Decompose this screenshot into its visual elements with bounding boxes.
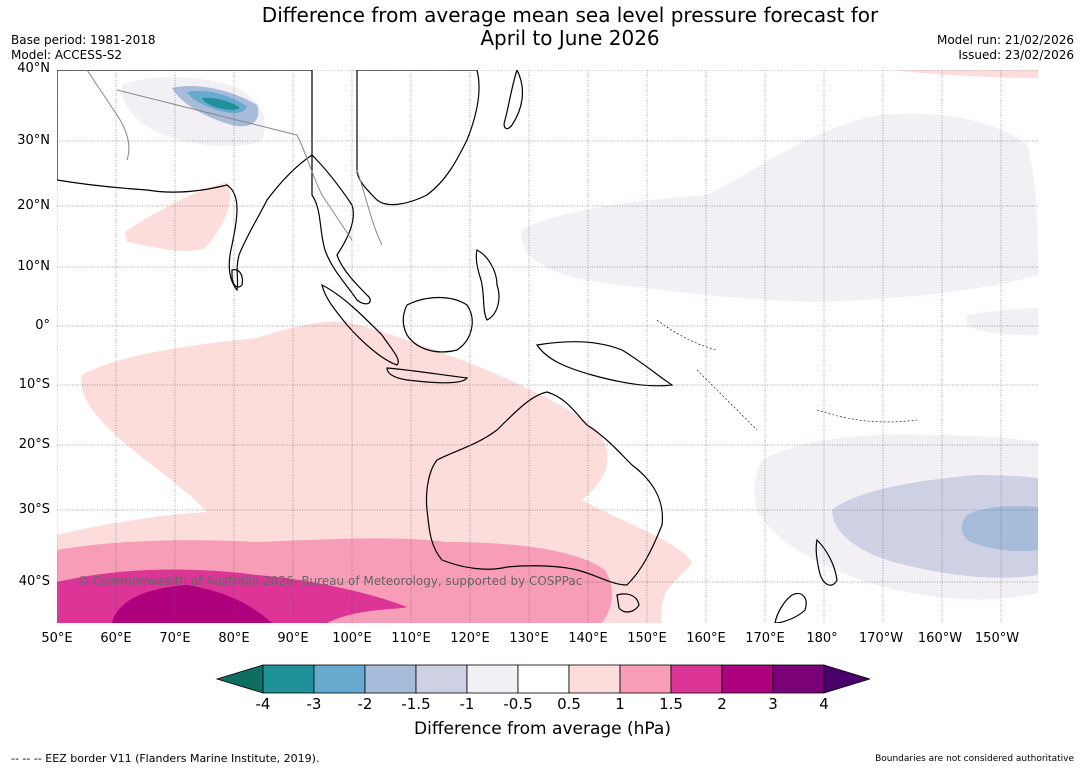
colorbar-cell <box>262 664 315 694</box>
colorbar-label: -4 <box>255 695 271 713</box>
sri-lanka-coast <box>231 269 244 288</box>
issued-date: Issued: 23/02/2026 <box>958 48 1074 62</box>
lon-label: 160°W <box>917 631 963 646</box>
graticule <box>57 70 1038 623</box>
borneo-coast <box>402 296 473 353</box>
colorbar-cell <box>415 664 468 694</box>
lon-label: 140°E <box>568 631 608 646</box>
lon-label: 90°E <box>277 631 309 646</box>
eez-borders <box>656 319 918 431</box>
se-asia-coast <box>311 153 371 305</box>
tasmania-coast <box>616 593 640 613</box>
coastlines <box>57 70 838 623</box>
model-run: Model run: 21/02/2026 <box>936 33 1074 47</box>
lat-label: 40°N <box>17 61 50 76</box>
lat-label: 20°S <box>18 437 50 452</box>
eez-footnote: -- -- -- EEZ border V11 (Flanders Marine… <box>11 752 320 765</box>
new-zealand-south-coast <box>774 592 807 623</box>
lon-label: 150°W <box>974 631 1020 646</box>
colorbar-label: 2 <box>717 695 727 713</box>
lat-label: 30°N <box>17 133 50 148</box>
lon-label: 50°E <box>41 631 73 646</box>
lat-label: 40°S <box>18 574 50 589</box>
colorbar-label: -2 <box>357 695 373 713</box>
lon-label: 60°E <box>100 631 132 646</box>
lon-label: 130°E <box>509 631 549 646</box>
new-guinea-coast <box>535 341 674 387</box>
colorbar-cell <box>466 664 519 694</box>
colorbar-cell <box>670 664 723 694</box>
copyright-notice: © Commonwealth of Australia 2026, Bureau… <box>77 574 582 588</box>
map-area[interactable]: © Commonwealth of Australia 2026, Bureau… <box>57 70 1038 623</box>
colorbar-label: -0.5 <box>503 695 533 713</box>
lon-label: 180° <box>806 631 838 646</box>
meta-left: Base period: 1981-2018 Model: ACCESS-S2 <box>11 33 156 63</box>
australia-coast <box>425 391 664 586</box>
anomaly-neg-0-5-east-pacific <box>967 308 1038 336</box>
colorbar-cell <box>619 664 672 694</box>
colorbar-label: 3 <box>768 695 778 713</box>
colorbar-title: Difference from average (hPa) <box>414 719 671 739</box>
anomaly-0-5-arabian-sea <box>125 182 231 251</box>
anomaly-0-5-north-pacific <box>892 70 1038 78</box>
title-line-2: April to June 2026 <box>480 26 660 50</box>
meta-right: Model run: 21/02/2026 Issued: 23/02/2026 <box>937 33 1074 63</box>
anomaly-neg-0-5-north-pacific <box>521 113 1038 302</box>
lon-label: 170°W <box>858 631 904 646</box>
map-title: Difference from average mean sea level p… <box>150 4 990 50</box>
china-coast <box>356 70 480 206</box>
sumatra-coast <box>321 283 399 366</box>
colorbar-cell <box>568 664 621 694</box>
lon-label: 110°E <box>391 631 431 646</box>
new-zealand-coast <box>815 538 838 586</box>
anomaly-neg-3-himalaya <box>202 97 240 110</box>
lat-label: 20°N <box>17 198 50 213</box>
lon-label: 100°E <box>332 631 372 646</box>
philippines-coast <box>475 249 500 321</box>
java-coast <box>386 367 469 384</box>
lon-label: 70°E <box>159 631 191 646</box>
colorbar-label: -1.5 <box>401 695 431 713</box>
anomaly-2-southern <box>112 585 272 623</box>
lat-label: 10°S <box>18 377 50 392</box>
colorbar-label: 0.5 <box>557 695 581 713</box>
colorbar-cell <box>772 664 825 694</box>
anomaly-neg-1-south-pacific <box>832 475 1038 578</box>
lat-label: 10°N <box>17 259 50 274</box>
lat-label: 30°S <box>18 502 50 517</box>
lon-label: 150°E <box>627 631 667 646</box>
japan-coast <box>503 70 524 130</box>
map-svg: © Commonwealth of Australia 2026, Bureau… <box>57 70 1038 623</box>
colorbar-label: -1 <box>459 695 475 713</box>
colorbar-cell <box>313 664 366 694</box>
colorbar-extend-low <box>215 664 264 694</box>
title-line-1: Difference from average mean sea level p… <box>261 3 879 27</box>
model-name: Model: ACCESS-S2 <box>11 48 123 62</box>
country-borders <box>86 70 383 246</box>
colorbar-label: 1.5 <box>659 695 683 713</box>
colorbar-label: 4 <box>819 695 829 713</box>
boundaries-disclaimer: Boundaries are not considered authoritat… <box>875 754 1074 764</box>
colorbar-cell <box>517 664 570 694</box>
india-coast <box>57 70 313 292</box>
lon-label: 160°E <box>686 631 726 646</box>
lon-label: 80°E <box>218 631 250 646</box>
anomaly-neg-1-5-south-pacific <box>961 505 1038 552</box>
lon-label: 170°E <box>745 631 785 646</box>
colorbar-cell <box>721 664 774 694</box>
colorbar-extend-high <box>823 664 870 694</box>
base-period: Base period: 1981-2018 <box>11 33 156 47</box>
colorbar-label: 1 <box>615 695 625 713</box>
colorbar-label: -3 <box>306 695 322 713</box>
lon-label: 120°E <box>450 631 490 646</box>
colorbar-cell <box>364 664 417 694</box>
lat-label: 0° <box>35 318 50 333</box>
colorbar <box>215 664 870 694</box>
